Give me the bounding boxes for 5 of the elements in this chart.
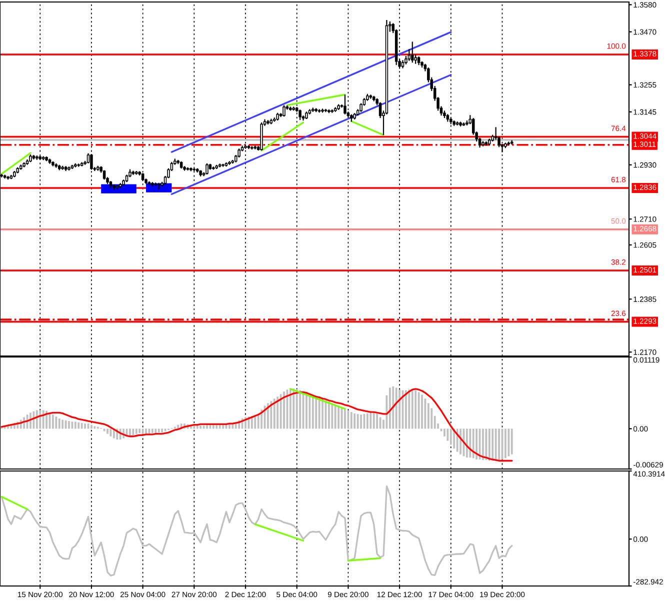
candlestick [408, 48, 411, 62]
candlestick [206, 162, 208, 175]
candlestick [410, 41, 414, 64]
candlestick [414, 54, 417, 64]
candlestick [282, 104, 286, 118]
